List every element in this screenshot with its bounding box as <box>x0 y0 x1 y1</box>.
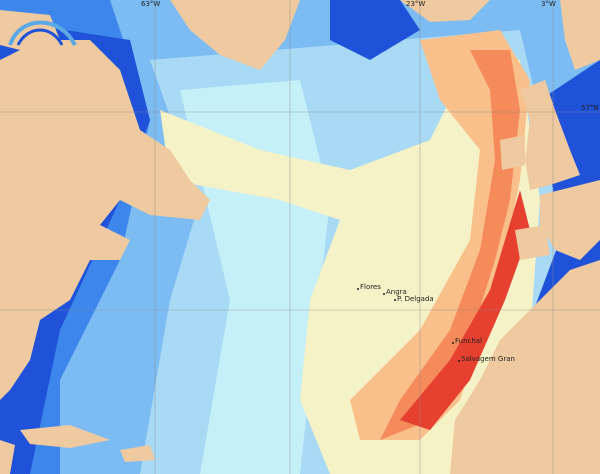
place-label: P. Delgada <box>397 295 434 303</box>
land-iceland <box>400 0 490 22</box>
graticule-label: 23°W <box>406 0 425 8</box>
ocean-zone <box>330 0 420 60</box>
logo-arc <box>16 28 64 46</box>
place-label: Angra <box>386 288 407 296</box>
place-label: Flores <box>360 283 381 291</box>
land-ireland <box>500 135 525 170</box>
land-britain <box>520 80 580 190</box>
ocean-zone <box>350 30 530 440</box>
land <box>0 10 60 50</box>
land-iberia <box>515 225 550 260</box>
land-scandinavia <box>560 0 600 70</box>
place-dot <box>394 299 396 301</box>
land-africa <box>450 260 600 474</box>
land-europe <box>540 180 600 260</box>
place-label: Funchal <box>455 337 482 345</box>
graticule-label: 3°W <box>541 0 556 8</box>
ocean-zone <box>400 190 530 430</box>
logo-arc <box>8 20 77 46</box>
land-cuba <box>20 425 110 448</box>
land-hispaniola <box>120 445 155 462</box>
land <box>0 440 15 474</box>
place-dot <box>458 360 460 362</box>
graticule-label: 57°N <box>581 104 599 112</box>
place-dot <box>452 342 454 344</box>
place-dot <box>383 293 385 295</box>
place-label: Salvagem Gran <box>461 355 515 363</box>
place-dot <box>357 288 359 290</box>
graticule-label: 63°W <box>141 0 160 8</box>
land-greenland <box>170 0 300 70</box>
